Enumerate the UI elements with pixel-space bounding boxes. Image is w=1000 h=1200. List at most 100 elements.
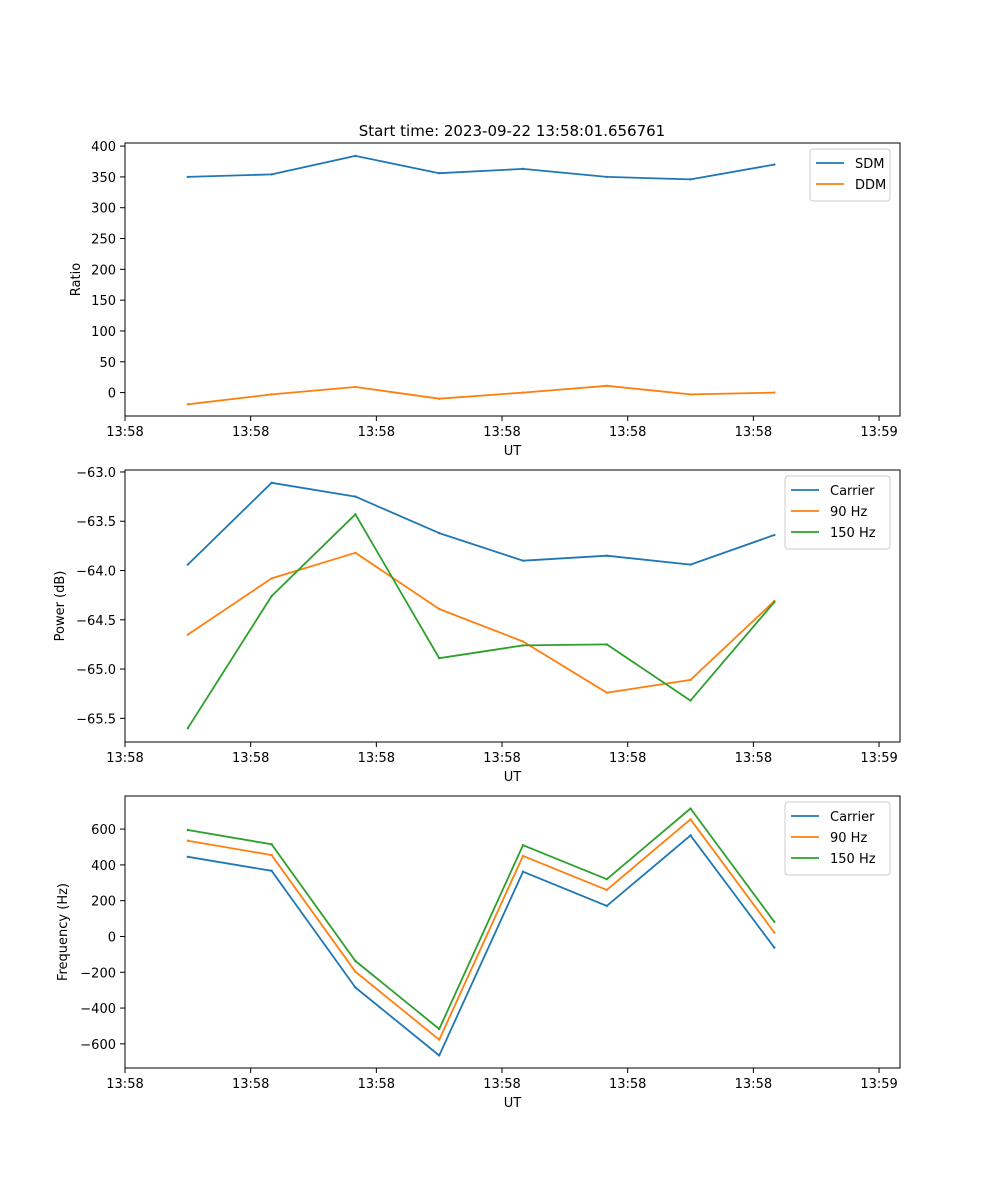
x-tick-label: 13:58 bbox=[609, 751, 646, 766]
data-point-sdm bbox=[605, 175, 608, 179]
data-point-90-hz bbox=[773, 931, 776, 934]
data-point-carrier bbox=[773, 533, 776, 537]
data-point-carrier bbox=[354, 986, 357, 989]
data-point-ddm bbox=[773, 391, 776, 394]
x-tick-label: 13:58 bbox=[735, 1077, 772, 1092]
data-point-carrier bbox=[605, 554, 608, 557]
data-point-90-hz bbox=[186, 839, 190, 842]
ratio-y-axis-label: Ratio bbox=[69, 263, 84, 296]
x-tick-label: 13:58 bbox=[609, 425, 646, 440]
y-tick-label: 150 bbox=[91, 294, 116, 309]
y-tick-label: 200 bbox=[91, 895, 116, 910]
data-point-carrier bbox=[521, 559, 525, 562]
y-tick-label: 100 bbox=[91, 325, 116, 340]
series-line-sdm bbox=[187, 154, 775, 181]
legend-label-carrier: Carrier bbox=[830, 484, 875, 499]
legend-label-150-hz: 150 Hz bbox=[830, 852, 876, 867]
x-tick-label: 13:58 bbox=[609, 1077, 646, 1092]
y-tick-label: 250 bbox=[91, 233, 116, 248]
x-axis-label: UT bbox=[504, 444, 522, 459]
y-tick-label: 0 bbox=[108, 930, 116, 945]
legend-label-sdm: SDM bbox=[855, 157, 884, 172]
legend-label-90-hz: 90 Hz bbox=[830, 831, 867, 846]
x-tick-label: 13:58 bbox=[232, 1077, 269, 1092]
y-tick-label: 600 bbox=[91, 823, 116, 838]
x-tick-label: 13:59 bbox=[860, 1077, 897, 1092]
power-y-axis-label: Power (dB) bbox=[53, 571, 68, 642]
data-point-90-hz bbox=[437, 1038, 441, 1041]
data-point-sdm bbox=[689, 178, 692, 181]
data-point-ddm bbox=[437, 397, 441, 400]
data-point-150-hz bbox=[186, 727, 190, 730]
y-tick-label: −600 bbox=[80, 1038, 116, 1053]
data-point-carrier bbox=[437, 1054, 441, 1057]
y-tick-label: 300 bbox=[91, 202, 116, 217]
data-point-carrier bbox=[689, 563, 692, 566]
data-point-150-hz bbox=[437, 657, 441, 660]
series-line-carrier bbox=[187, 481, 775, 566]
series-line-90-hz bbox=[187, 818, 776, 1041]
data-point-sdm bbox=[270, 173, 273, 176]
legend: Carrier 90 Hz 150 Hz bbox=[784, 801, 891, 876]
y-tick-label: −400 bbox=[80, 1002, 116, 1017]
y-tick-label: 400 bbox=[91, 140, 116, 155]
series-line-carrier bbox=[187, 834, 776, 1057]
data-point-150-hz bbox=[186, 828, 190, 832]
data-point-sdm bbox=[437, 171, 441, 175]
data-point-carrier bbox=[186, 563, 190, 566]
legend-box bbox=[784, 801, 891, 876]
data-point-sdm bbox=[773, 163, 776, 166]
legend-label-ddm: DDM bbox=[855, 178, 886, 193]
data-point-carrier bbox=[689, 834, 692, 837]
data-point-150-hz bbox=[270, 594, 273, 598]
data-point-150-hz bbox=[521, 644, 525, 647]
y-tick-label: 400 bbox=[91, 859, 116, 874]
y-tick-label: −63.5 bbox=[76, 515, 116, 530]
frequency-panel: 13:58 13:58 13:58 13:58 13:58 13:58 13:59 −600 −… bbox=[56, 795, 901, 1111]
legend: SDM DDM bbox=[809, 148, 891, 202]
data-point-carrier bbox=[521, 870, 525, 873]
x-tick-label: 13:58 bbox=[358, 425, 395, 440]
x-tick-label: 13:58 bbox=[106, 1077, 143, 1092]
legend-box bbox=[809, 148, 891, 202]
data-point-sdm bbox=[186, 175, 190, 179]
data-point-ddm bbox=[605, 384, 608, 388]
data-point-150-hz bbox=[605, 878, 608, 881]
x-tick-label: 13:58 bbox=[483, 1077, 520, 1092]
data-point-ddm bbox=[521, 391, 525, 394]
axes-frame bbox=[124, 142, 901, 417]
series-line-150-hz bbox=[187, 513, 775, 729]
y-tick-label: 50 bbox=[99, 356, 116, 371]
data-point-90-hz bbox=[186, 633, 190, 636]
x-tick-label: 13:58 bbox=[106, 751, 143, 766]
data-point-90-hz bbox=[521, 640, 525, 643]
power-panel: 13:58 13:58 13:58 13:58 13:58 13:58 13:59 −65.5… bbox=[53, 466, 901, 785]
data-point-ddm bbox=[186, 403, 190, 406]
data-point-150-hz bbox=[773, 600, 776, 604]
data-point-150-hz bbox=[773, 920, 776, 923]
data-point-150-hz bbox=[521, 844, 525, 847]
axes-frame bbox=[124, 795, 901, 1069]
series-line-ddm bbox=[187, 384, 775, 406]
frequency-y-axis-label: Frequency (Hz) bbox=[56, 883, 71, 981]
data-point-90-hz bbox=[689, 678, 692, 682]
y-tick-label: −64.5 bbox=[76, 614, 116, 629]
data-point-90-hz bbox=[270, 853, 273, 857]
series-line-150-hz bbox=[187, 807, 776, 1030]
data-point-90-hz bbox=[437, 607, 441, 611]
legend-label-150-hz: 150 Hz bbox=[830, 526, 876, 541]
data-point-carrier bbox=[270, 481, 273, 485]
x-axis-label: UT bbox=[504, 1096, 522, 1111]
y-tick-label: −65.5 bbox=[76, 712, 116, 727]
data-point-150-hz bbox=[354, 959, 357, 963]
data-point-carrier bbox=[354, 495, 357, 498]
x-tick-label: 13:59 bbox=[860, 425, 897, 440]
legend-box bbox=[784, 475, 891, 550]
data-point-carrier bbox=[605, 904, 608, 908]
data-point-carrier bbox=[270, 869, 273, 872]
data-point-150-hz bbox=[270, 843, 273, 846]
data-point-90-hz bbox=[605, 691, 608, 694]
y-tick-label: −65.0 bbox=[76, 663, 116, 678]
x-tick-label: 13:58 bbox=[232, 751, 269, 766]
legend-label-90-hz: 90 Hz bbox=[830, 505, 867, 520]
